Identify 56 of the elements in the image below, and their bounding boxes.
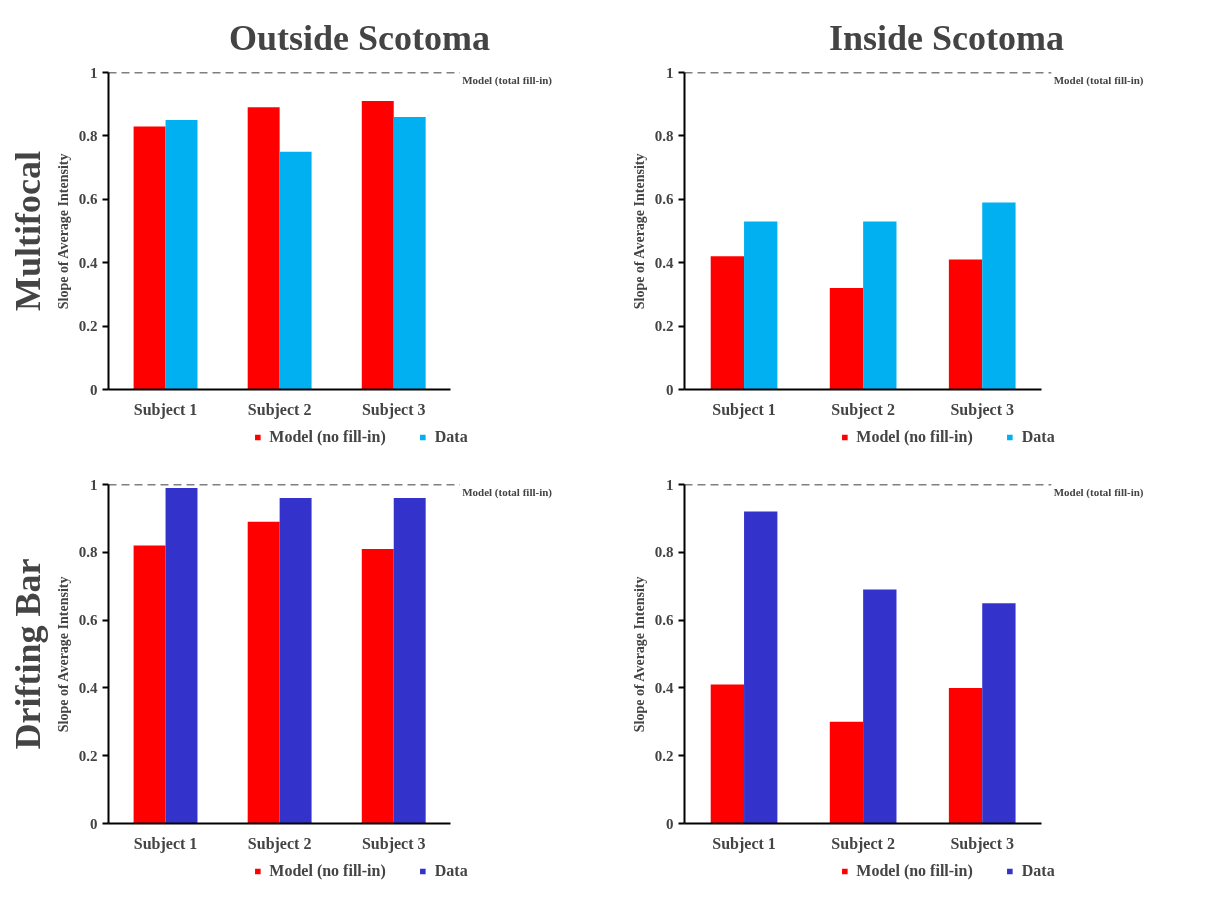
- x-tick-label: Subject 2: [831, 834, 895, 853]
- legend-label: Data: [434, 862, 468, 880]
- y-tick-label: 0.6: [78, 191, 98, 208]
- legend-label: Data: [1021, 862, 1055, 880]
- y-tick-label: 0.2: [654, 318, 674, 335]
- ref-line-label: Model (total fill-in): [462, 485, 553, 499]
- y-tick-label: 0.8: [78, 544, 98, 561]
- legend-label: Data: [1021, 428, 1055, 446]
- text: Drifting Bar: [7, 558, 48, 750]
- ref-line-label: Model (total fill-in): [1053, 485, 1144, 499]
- legend-label: Model (no fill-in): [269, 428, 386, 446]
- y-axis-title: Slope of Average Intensity: [631, 153, 647, 310]
- chart-title: Inside Scotoma: [828, 17, 1065, 58]
- y-tick-label: 1: [666, 64, 674, 81]
- y-tick-label: 0.4: [78, 254, 98, 271]
- text: Multifocal: [7, 151, 48, 311]
- y-tick-label: 0.2: [78, 747, 98, 764]
- legend-label: Model (no fill-in): [856, 862, 973, 880]
- x-tick-label: Subject 3: [950, 400, 1015, 419]
- y-tick-label: 0.2: [78, 318, 98, 335]
- ref-line-label: Model (total fill-in): [1053, 73, 1144, 87]
- y-tick-label: 1: [666, 476, 674, 493]
- x-tick-label: Subject 3: [361, 400, 426, 419]
- y-tick-label: 1: [90, 64, 98, 81]
- x-tick-label: Subject 1: [712, 400, 776, 419]
- legend-label: Model (no fill-in): [269, 862, 386, 880]
- y-tick-label: 0.4: [78, 679, 98, 696]
- y-tick-label: 0.4: [654, 679, 674, 696]
- x-tick-label: Subject 1: [133, 400, 198, 419]
- y-axis-title: Slope of Average Intensity: [55, 153, 71, 310]
- ref-line-label: Model (total fill-in): [462, 73, 553, 87]
- x-tick-label: Subject 1: [712, 834, 776, 853]
- y-tick-label: 0.8: [654, 544, 674, 561]
- x-tick-label: Subject 3: [361, 834, 426, 853]
- y-tick-label: 0: [90, 815, 98, 832]
- y-tick-label: 0.6: [654, 612, 674, 629]
- y-tick-label: 0.2: [654, 747, 674, 764]
- y-axis-title: Slope of Average Intensity: [631, 576, 647, 733]
- x-tick-label: Subject 3: [950, 834, 1015, 853]
- y-axis-title: Slope of Average Intensity: [55, 576, 71, 733]
- y-tick-label: 0.6: [78, 612, 98, 629]
- y-tick-label: 0.4: [654, 254, 674, 271]
- y-tick-label: 0.8: [654, 127, 674, 144]
- x-tick-label: Subject 1: [133, 834, 198, 853]
- legend-label: Data: [434, 428, 468, 446]
- legend-label: Model (no fill-in): [856, 428, 973, 446]
- x-tick-label: Subject 2: [247, 400, 312, 419]
- y-tick-label: 0: [666, 815, 674, 832]
- y-tick-label: 0.8: [78, 127, 98, 144]
- x-tick-label: Subject 2: [247, 834, 312, 853]
- x-tick-label: Subject 2: [831, 400, 895, 419]
- y-tick-label: 0: [666, 381, 674, 398]
- y-tick-label: 0.6: [654, 191, 674, 208]
- chart-title: Outside Scotoma: [229, 17, 490, 58]
- y-tick-label: 1: [90, 476, 98, 493]
- y-tick-label: 0: [90, 381, 98, 398]
